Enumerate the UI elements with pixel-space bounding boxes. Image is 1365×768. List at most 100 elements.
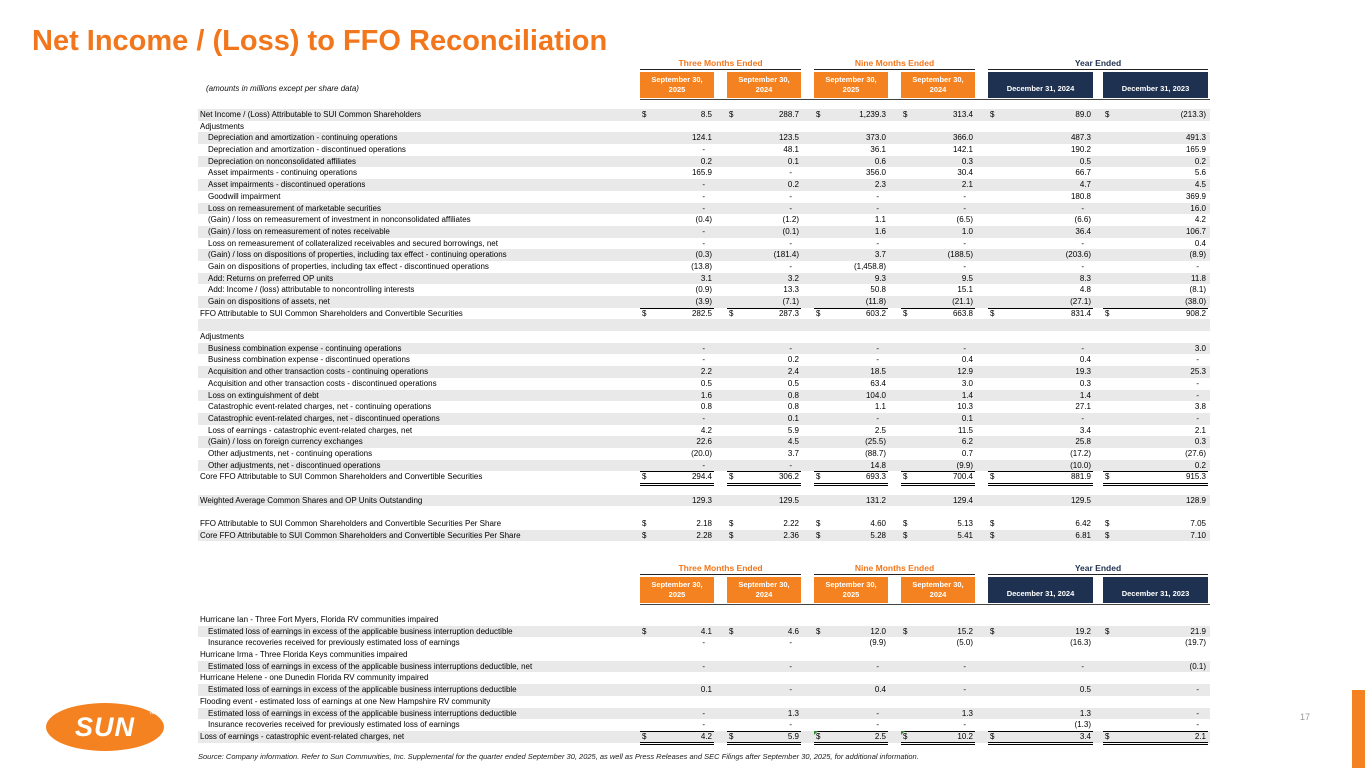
row-label: Loss of earnings - catastrophic event-re…	[208, 425, 413, 435]
row-label: Other adjustments, net - continuing oper…	[208, 448, 373, 458]
cell-value: 306.2	[778, 472, 799, 482]
cell-value: (20.0)	[691, 448, 712, 458]
cell-value: 1.1	[874, 402, 886, 412]
value-cell: 1.4	[901, 390, 975, 402]
cell-value: 663.8	[952, 308, 973, 318]
cell-value: 1.4	[1079, 390, 1091, 400]
value-cell: -	[727, 203, 801, 215]
cell-value: 1,239.3	[859, 110, 886, 119]
value-cell: 0.2	[727, 354, 801, 366]
value-cell: 2.1	[1103, 425, 1208, 437]
cell-value: 165.9	[1185, 145, 1206, 155]
cell-value: (1.2)	[782, 215, 799, 225]
section-header-row: Adjustments	[198, 121, 1210, 133]
table-row: Catastrophic event-related charges, net …	[198, 401, 1210, 413]
cell-value: (3.9)	[695, 297, 712, 306]
column-group-label: Nine Months Ended	[814, 58, 975, 70]
column-header: September 30, 2025	[814, 577, 888, 603]
dollar-sign: $	[642, 731, 647, 741]
dollar-sign: $	[903, 308, 908, 318]
cell-value: 0.4	[1194, 238, 1206, 248]
cell-value: -	[876, 203, 879, 213]
section-header-row: Hurricane Irma - Three Florida Keys comm…	[198, 649, 1210, 661]
cell-value: -	[789, 460, 792, 470]
cell-value: 491.3	[1185, 133, 1206, 143]
dollar-sign: $	[729, 308, 734, 318]
cell-value: -	[702, 413, 705, 423]
table-row: Acquisition and other transaction costs …	[198, 366, 1210, 378]
value-cell: (0.9)	[640, 284, 714, 296]
value-cell: 129.4	[901, 495, 975, 507]
cell-value: 313.4	[952, 110, 973, 119]
cell-value: 700.4	[952, 472, 973, 482]
dollar-sign: $	[816, 110, 821, 119]
cell-value: 129.3	[691, 495, 712, 505]
row-label: Business combination expense - continuin…	[208, 343, 402, 353]
cell-value: 1.4	[961, 390, 973, 400]
cell-value: 0.2	[1194, 156, 1206, 166]
cell-value: (5.0)	[956, 638, 973, 648]
cell-value: -	[1081, 238, 1084, 248]
row-label: Adjustments	[200, 332, 245, 342]
value-cell: (6.5)	[901, 214, 975, 226]
cell-value: 16.0	[1190, 203, 1206, 213]
table-row: Other adjustments, net - discontinued op…	[198, 459, 1210, 473]
cell-value: -	[963, 661, 966, 671]
value-cell: (16.3)	[988, 637, 1093, 649]
cell-value: 1.1	[874, 215, 886, 225]
dollar-sign: $	[903, 519, 908, 529]
row-label: Catastrophic event-related charges, net …	[208, 413, 440, 423]
dollar-sign: $	[816, 519, 821, 529]
value-cell: 25.8	[988, 436, 1093, 448]
cell-value: 124.1	[691, 133, 712, 143]
cell-value: (6.5)	[956, 215, 973, 225]
cell-value: (0.3)	[695, 250, 712, 260]
cell-value: 0.1	[787, 156, 799, 166]
value-cell: (11.8)	[814, 296, 888, 309]
table-row: Loss on remeasurement of marketable secu…	[198, 202, 1210, 215]
row-label: Flooding event - estimated loss of earni…	[200, 696, 491, 706]
cell-value: -	[1196, 685, 1199, 695]
cell-value: 8.5	[700, 110, 712, 119]
cell-value: -	[876, 708, 879, 718]
row-label: Insurance recoveries received for previo…	[208, 720, 460, 730]
value-cell: $5.28	[814, 530, 888, 542]
value-cell: -	[640, 179, 714, 191]
column-group-row: Three Months Ended Nine Months Ended Year …	[198, 57, 1210, 70]
value-cell: 0.1	[901, 413, 975, 425]
cell-value: -	[876, 191, 879, 201]
row-label: FFO Attributable to SUI Common Sharehold…	[200, 519, 502, 529]
cell-value: 131.2	[865, 495, 886, 505]
cell-value: -	[876, 343, 879, 353]
cell-value: 0.7	[961, 448, 973, 458]
row-label	[198, 483, 640, 495]
value-cell: 4.5	[1103, 179, 1208, 191]
cell-value: 2.1	[1194, 731, 1206, 741]
value-cell: 1.6	[640, 390, 714, 402]
row-label: (Gain) / loss on foreign currency exchan…	[208, 437, 363, 447]
value-cell: 12.9	[901, 366, 975, 378]
value-cell: -	[901, 203, 975, 215]
value-cell: 0.4	[814, 684, 888, 696]
cell-value: 9.5	[961, 273, 973, 283]
value-cell: 366.0	[901, 132, 975, 144]
value-cell: -	[814, 238, 888, 250]
value-cell: -	[901, 191, 975, 203]
cell-value: (9.9)	[956, 460, 973, 470]
value-cell: 3.7	[727, 448, 801, 460]
cell-value: 3.4	[1079, 425, 1091, 435]
cell-flag-icon	[901, 730, 905, 735]
cell-value: (27.6)	[1185, 448, 1206, 458]
cell-value: 2.2	[700, 367, 712, 377]
header-rule	[640, 604, 1210, 605]
value-cell: $663.8	[901, 308, 975, 320]
cell-value: 6.81	[1075, 530, 1091, 540]
column-group-row: Three Months Ended Nine Months Ended Year …	[198, 562, 1210, 575]
cell-value: 4.6	[787, 626, 799, 636]
cell-value: 1.0	[961, 226, 973, 236]
cell-value: -	[963, 261, 966, 271]
catastrophic-events-table: Three Months Ended Nine Months Ended Year …	[198, 562, 1210, 746]
value-cell: 3.8	[1103, 401, 1208, 413]
value-cell: $4.2	[640, 731, 714, 746]
value-cell: (0.1)	[1103, 661, 1208, 673]
